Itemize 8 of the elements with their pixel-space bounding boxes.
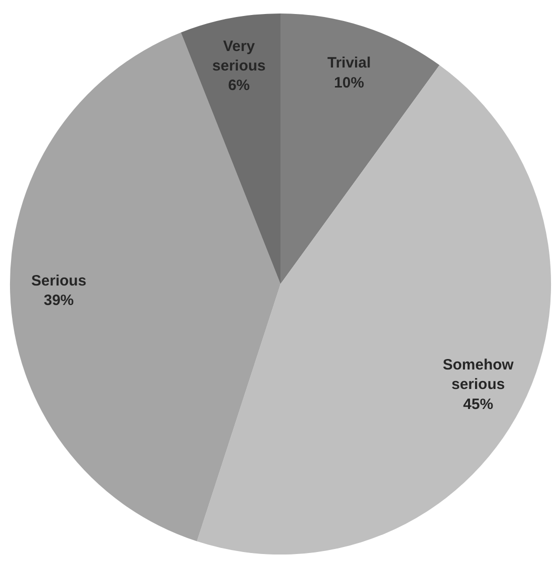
slice-label: Trivial	[327, 54, 371, 72]
data-label: 6%	[228, 77, 250, 94]
data-label: 39%	[44, 292, 74, 310]
slice-label: Very serious	[212, 38, 266, 75]
data-label: 45%	[463, 396, 494, 413]
slice-label: Serious	[31, 272, 86, 290]
slice-label: Somehow serious	[442, 356, 514, 394]
data-label: 10%	[334, 74, 364, 92]
